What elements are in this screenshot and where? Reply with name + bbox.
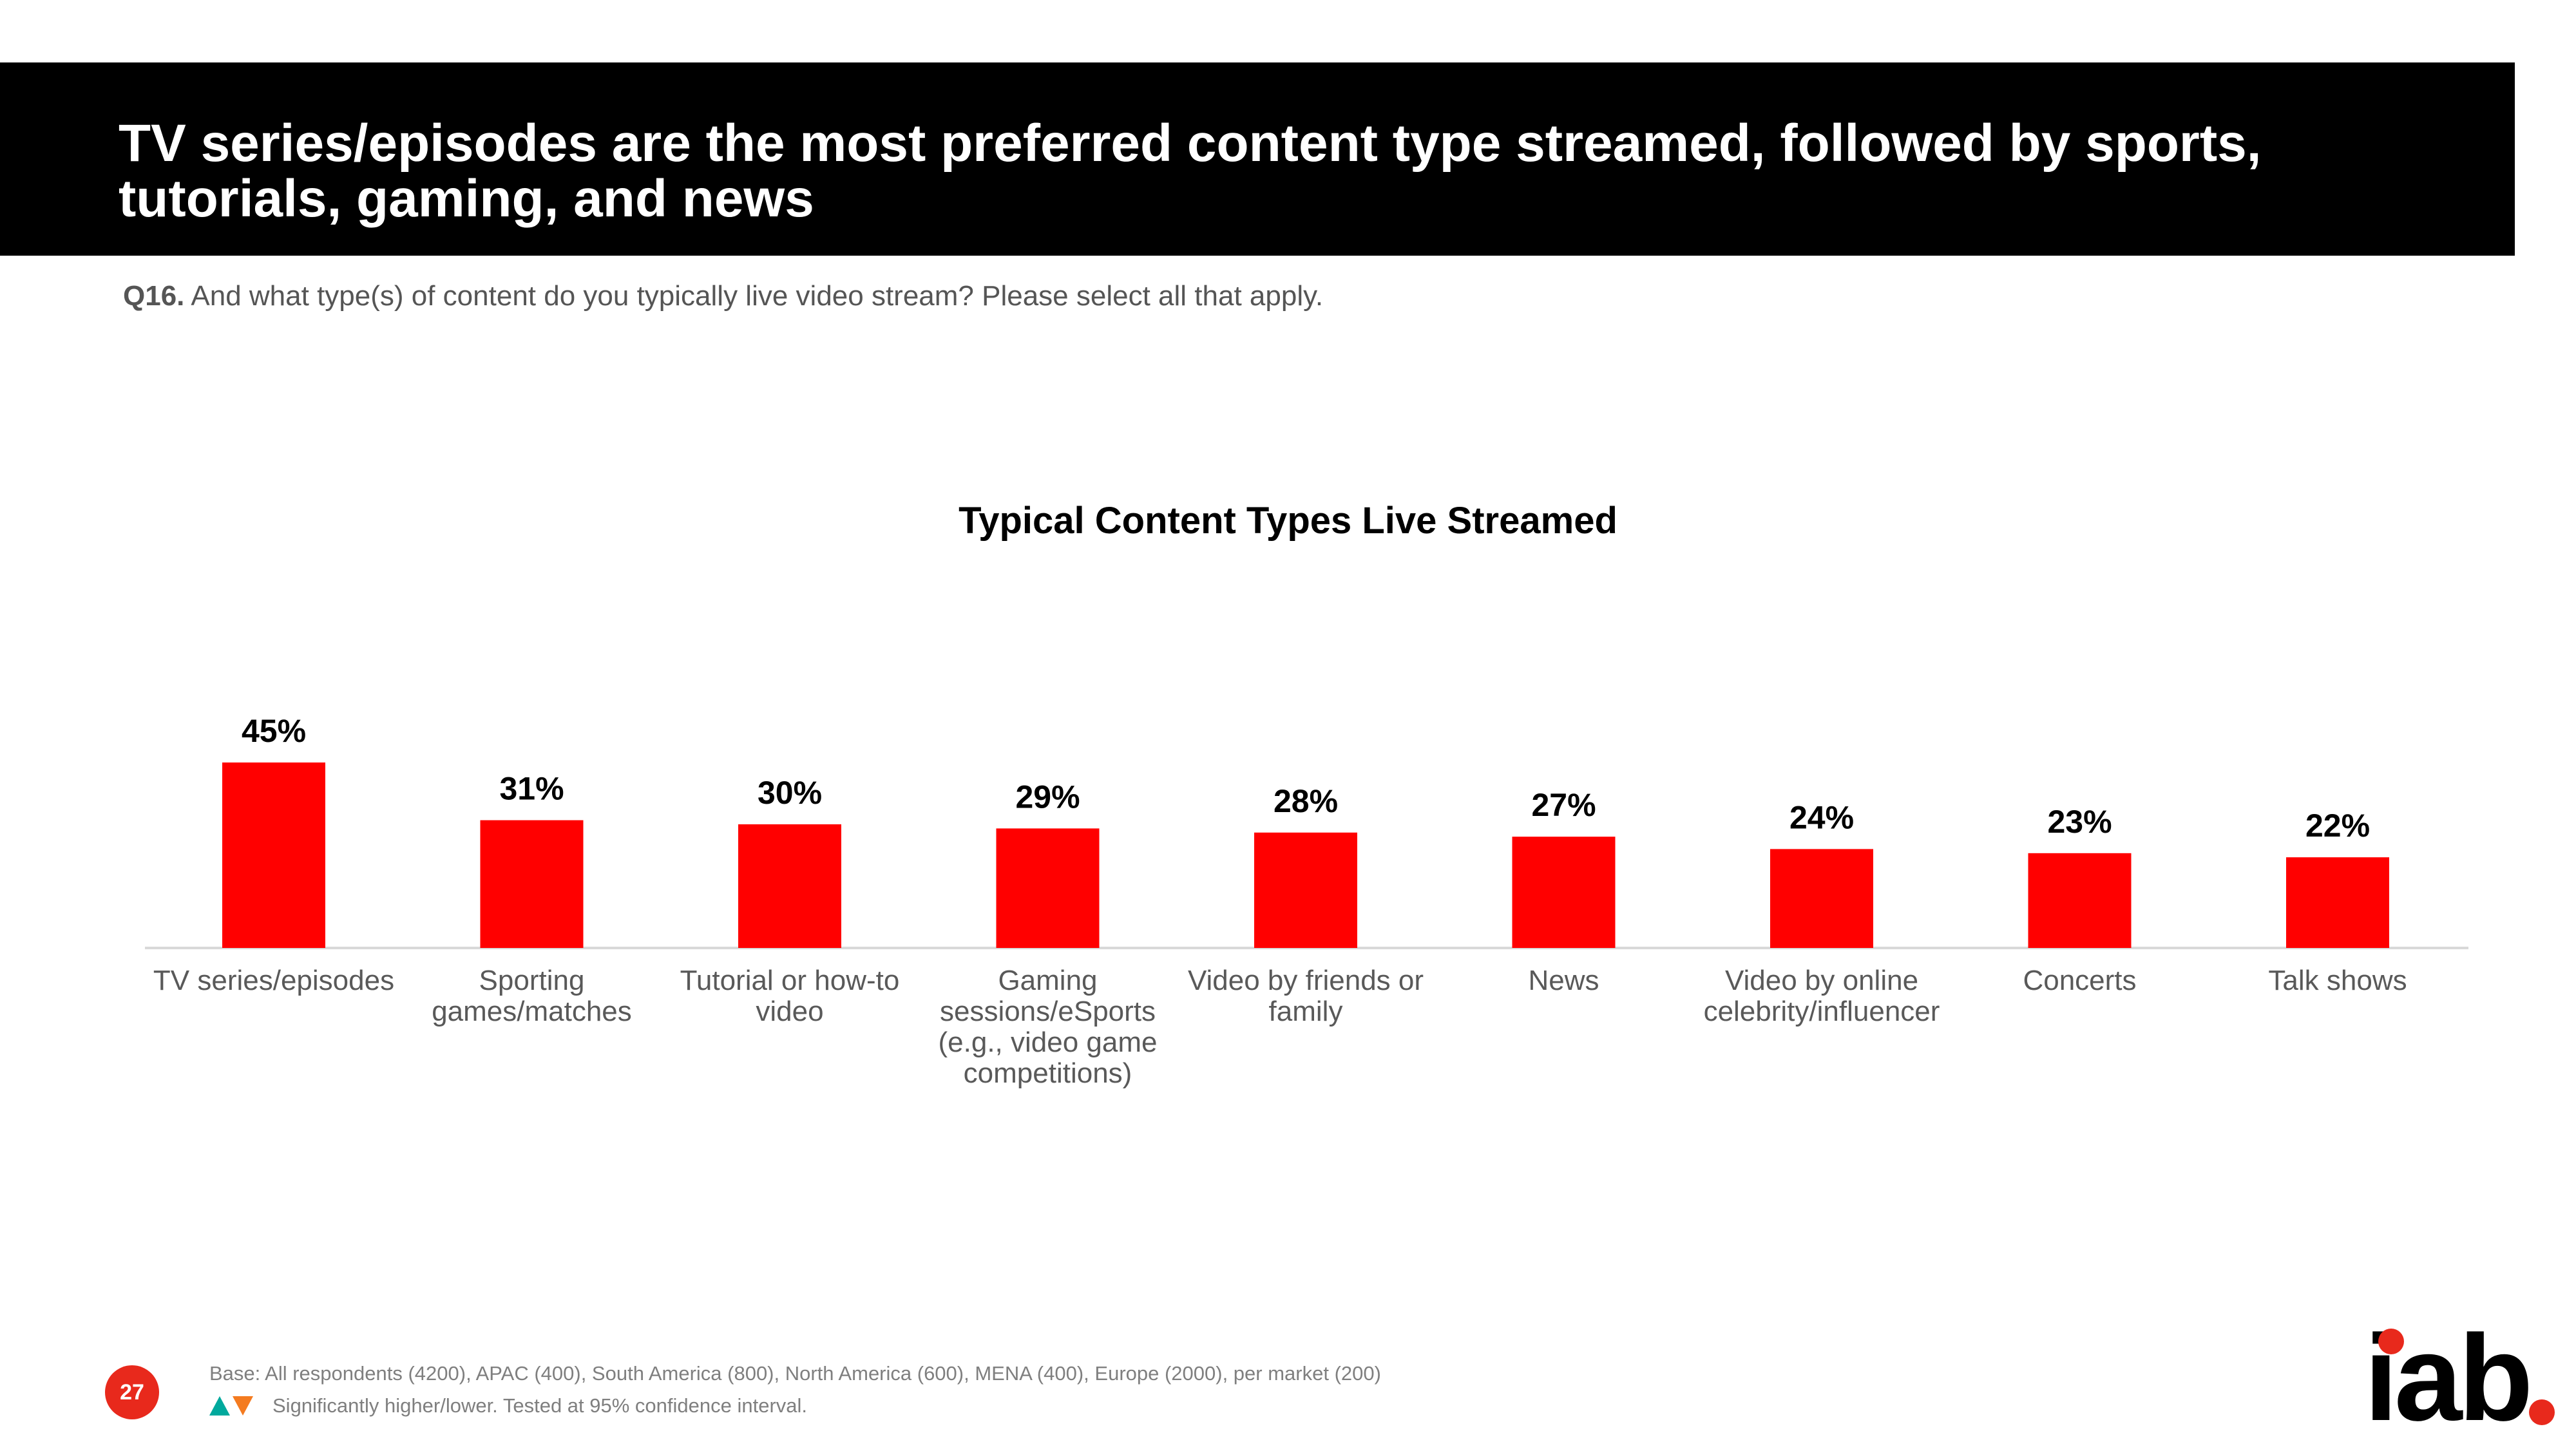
data-label: 29% [1015, 779, 1080, 815]
base-footnote: Base: All respondents (4200), APAC (400)… [209, 1362, 1381, 1385]
question-number: Q16. [123, 280, 185, 312]
logo-dot-icon [2378, 1329, 2404, 1354]
category-label: Concerts [2023, 965, 2136, 996]
category-label: Video by online celebrity/influencer [1704, 965, 1940, 1027]
bar [1254, 832, 1357, 948]
triangle-down-icon [233, 1396, 253, 1416]
category-label-line: video [756, 996, 823, 1027]
header-band [0, 62, 2515, 256]
significance-footnote: Significantly higher/lower. Tested at 95… [209, 1394, 807, 1417]
question-text: And what type(s) of content do you typic… [191, 280, 1324, 312]
bar [996, 828, 1100, 948]
data-label: 22% [2305, 808, 2370, 844]
data-label: 30% [758, 775, 822, 811]
data-label: 27% [1531, 787, 1596, 823]
category-label: Gaming sessions/eSports (e.g., video game c… [939, 965, 1158, 1089]
category-label-line: games/matches [432, 996, 632, 1027]
category-label: News [1528, 965, 1599, 996]
category-label-line: Tutorial or how-to [680, 965, 900, 996]
category-label-line: competitions) [964, 1057, 1132, 1089]
category-label-line: sessions/eSports [940, 996, 1156, 1027]
data-label: 45% [242, 713, 306, 749]
data-label: 28% [1274, 783, 1338, 819]
data-label: 23% [2047, 804, 2112, 840]
category-label: Sporting games/matches [432, 965, 632, 1027]
category-label: Tutorial or how-to video [680, 965, 900, 1027]
significance-text: Significantly higher/lower. Tested at 95… [272, 1394, 808, 1417]
page-number-badge: 27 [105, 1365, 159, 1419]
bar [480, 820, 584, 948]
iab-logo: iab [2364, 1317, 2557, 1439]
category-label-line: Sporting [479, 965, 585, 996]
data-label: 24% [1789, 799, 1854, 835]
bar [2286, 857, 2389, 948]
bar [2028, 853, 2132, 948]
category-label-line: Video by friends or [1188, 965, 1424, 996]
category-label-line: Gaming [998, 965, 1097, 996]
survey-question: Q16. And what type(s) of content do you t… [123, 280, 1323, 312]
bar [1770, 849, 1873, 948]
category-label-line: Concerts [2023, 965, 2136, 996]
category-label-line: (e.g., video game [939, 1027, 1158, 1058]
logo-period-icon [2529, 1399, 2555, 1425]
bar [738, 824, 841, 948]
bar [222, 762, 325, 948]
page-title: TV series/episodes are the most preferre… [119, 114, 2262, 228]
category-label-line: celebrity/influencer [1704, 996, 1940, 1027]
bar [1512, 837, 1616, 948]
category-label: Talk shows [2268, 965, 2407, 996]
category-label-line: Talk shows [2268, 965, 2407, 996]
category-label-line: News [1528, 965, 1599, 996]
chart-title: Typical Content Types Live Streamed [959, 500, 1617, 542]
data-label: 31% [499, 771, 564, 807]
category-label-line: TV series/episodes [153, 965, 394, 996]
category-label-line: family [1269, 996, 1343, 1027]
category-label: Video by friends or family [1188, 965, 1424, 1027]
triangle-up-icon [209, 1396, 230, 1416]
category-label-line: Video by online [1725, 965, 1918, 996]
category-label: TV series/episodes [153, 965, 394, 996]
